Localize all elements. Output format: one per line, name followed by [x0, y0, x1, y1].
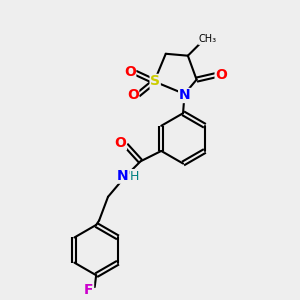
Text: O: O	[124, 65, 136, 79]
Text: N: N	[179, 88, 190, 103]
Text: O: O	[215, 68, 227, 82]
Text: H: H	[130, 169, 139, 183]
Text: F: F	[84, 283, 94, 297]
Text: S: S	[150, 74, 160, 88]
Text: CH₃: CH₃	[199, 34, 217, 44]
Text: N: N	[117, 169, 129, 183]
Text: O: O	[127, 88, 139, 102]
Text: O: O	[115, 136, 126, 150]
